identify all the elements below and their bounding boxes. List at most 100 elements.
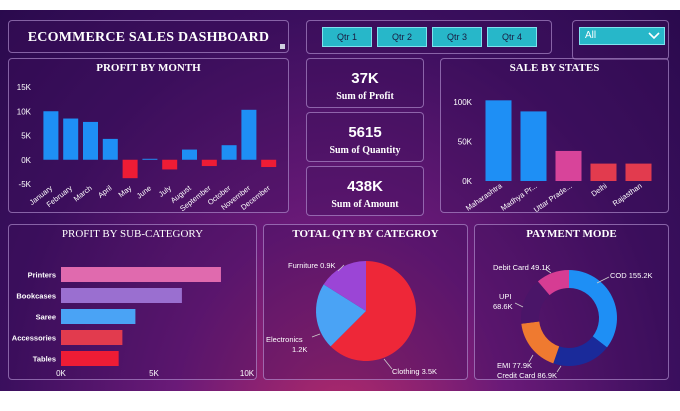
- subcategory-label: Printers: [28, 271, 56, 280]
- payment-donut-slice: [521, 281, 550, 324]
- month-y-tick-label: 5K: [21, 132, 31, 141]
- month-bar: [122, 159, 138, 179]
- dashboard: ECOMMERCE SALES DASHBOARD Qtr 1 Qtr 2 Qt…: [0, 10, 680, 391]
- subcategory-x-tick-label: 10K: [240, 369, 255, 378]
- subcategory-bar: [61, 267, 221, 282]
- month-bar: [162, 159, 178, 170]
- month-bar: [83, 121, 98, 160]
- states-y-tick-label: 100K: [453, 98, 472, 107]
- subcategory-bar: [61, 351, 119, 366]
- leader-line: [514, 302, 524, 308]
- month-bar: [201, 159, 217, 167]
- subcategory-x-tick-label: 5K: [149, 369, 159, 378]
- payment-donut-slice: [569, 270, 617, 348]
- leader-line: [383, 358, 393, 370]
- total-qty-by-category-panel: TOTAL QTY BY CATEGROY Clothing 3.5K Elect…: [263, 224, 468, 380]
- kpi-quantity-label: Sum of Quantity: [329, 145, 401, 156]
- pie-label-furniture: Furniture 0.9K: [288, 261, 336, 270]
- subcategory-label: Tables: [33, 355, 56, 364]
- qtr-1-button[interactable]: Qtr 1: [322, 27, 372, 47]
- state-bar: [625, 163, 652, 181]
- month-bar: [63, 118, 79, 160]
- category-pie-slice: [316, 284, 366, 347]
- states-x-tick-label: Delhi: [589, 181, 608, 198]
- state-bar: [555, 150, 582, 181]
- pie-label-clothing: Clothing 3.5K: [392, 367, 437, 376]
- kpi-amount-card: 438K Sum of Amount: [306, 166, 424, 216]
- leader-line: [528, 354, 534, 363]
- leader-line: [544, 268, 552, 274]
- payment-mode-panel: PAYMENT MODE COD 155.2K Credit Card 86.9K…: [474, 224, 669, 380]
- donut-label-upi-value: 68.6K: [493, 302, 513, 311]
- month-y-tick-label: 0K: [21, 156, 31, 165]
- pie-label-electronics-value: 1.2K: [292, 345, 307, 354]
- month-y-tick-label: 15K: [17, 83, 32, 92]
- subcategory-x-tick-label: 0K: [56, 369, 66, 378]
- kpi-profit-label: Sum of Profit: [336, 91, 394, 102]
- month-x-tick-label: April: [96, 183, 114, 200]
- month-bar: [182, 149, 197, 160]
- kpi-profit-card: 37K Sum of Profit: [306, 58, 424, 108]
- category-pie-slice: [330, 261, 416, 361]
- state-bar: [590, 163, 617, 181]
- chevron-down-icon: [648, 32, 660, 40]
- qtr-4-button[interactable]: Qtr 4: [487, 27, 537, 47]
- leader-line: [337, 264, 345, 272]
- donut-label-upi-name: UPI: [499, 292, 512, 301]
- donut-label-emi: EMI 77.9K: [497, 361, 532, 370]
- state-bar: [485, 100, 512, 181]
- states-x-tick-label: Uttar Prade...: [532, 181, 574, 214]
- payment-mode-title: PAYMENT MODE: [526, 228, 617, 240]
- subcategory-label: Accessories: [12, 334, 56, 343]
- month-x-tick-label: June: [135, 183, 153, 200]
- filter-selected-value: All: [585, 30, 597, 41]
- kpi-amount-value: 438K: [347, 178, 383, 195]
- payment-donut-slice: [553, 336, 608, 366]
- month-bar: [142, 158, 158, 160]
- profit-by-month-panel: PROFIT BY MONTH -5K 0K 5K 10K 15K January Febr…: [8, 58, 289, 213]
- kpi-amount-label: Sum of Amount: [331, 199, 399, 210]
- qtr-3-button[interactable]: Qtr 3: [432, 27, 482, 47]
- states-x-tick-label: Rajasthan: [611, 181, 644, 208]
- profit-by-subcategory-panel: PROFIT BY SUB-CATEGORY Printers Bookcases…: [8, 224, 257, 380]
- donut-label-credit-card: Credit Card 86.9K: [497, 371, 557, 380]
- month-bar: [261, 159, 277, 168]
- subcategory-label: Saree: [36, 313, 56, 322]
- category-pie-slice: [323, 261, 366, 311]
- title-panel: ECOMMERCE SALES DASHBOARD: [8, 20, 289, 53]
- payment-donut-slice: [521, 321, 560, 364]
- kpi-quantity-value: 5615: [348, 124, 382, 141]
- state-bar: [520, 111, 547, 181]
- profit-by-subcategory-chart: Printers Bookcases Saree Accessories Tables0…: [12, 267, 255, 378]
- payment-donut-slice: [537, 270, 569, 296]
- month-bar: [241, 109, 257, 160]
- profit-by-month-title: PROFIT BY MONTH: [96, 62, 201, 74]
- profit-by-subcategory-title: PROFIT BY SUB-CATEGORY: [61, 228, 204, 240]
- donut-label-debit-card: Debit Card 49.1K: [493, 263, 551, 272]
- leader-line: [556, 365, 562, 373]
- subcategory-bar: [61, 288, 182, 303]
- month-y-tick-label: 10K: [17, 107, 32, 116]
- qtr-2-button[interactable]: Qtr 2: [377, 27, 427, 47]
- kpi-profit-value: 37K: [351, 70, 379, 87]
- sale-by-states-panel: SALE BY STATES 0K 50K 100K Maharashtra Madhy…: [440, 58, 669, 214]
- page-title: ECOMMERCE SALES DASHBOARD: [27, 30, 270, 45]
- state-filter-dropdown[interactable]: All: [579, 27, 665, 45]
- states-y-tick-label: 50K: [458, 137, 473, 146]
- focus-mode-icon[interactable]: [280, 44, 285, 49]
- filter-panel: All: [572, 20, 669, 60]
- total-qty-title: TOTAL QTY BY CATEGROY: [292, 228, 439, 240]
- kpi-quantity-card: 5615 Sum of Quantity: [306, 112, 424, 162]
- sale-by-states-title: SALE BY STATES: [509, 62, 600, 74]
- donut-label-cod: COD 155.2K: [610, 271, 653, 280]
- subcategory-bar: [61, 309, 136, 324]
- subcategory-label: Bookcases: [16, 292, 56, 301]
- pie-label-electronics-name: Electronics: [266, 335, 303, 344]
- month-bar: [43, 111, 59, 160]
- month-x-tick-label: March: [72, 183, 94, 203]
- month-y-tick-label: -5K: [19, 180, 32, 189]
